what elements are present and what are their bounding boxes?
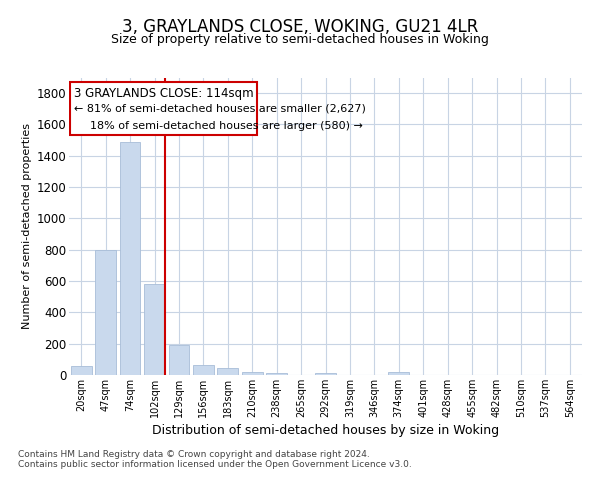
Text: ← 81% of semi-detached houses are smaller (2,627): ← 81% of semi-detached houses are smalle…: [74, 104, 366, 114]
Bar: [169, 345, 190, 375]
Text: 3 GRAYLANDS CLOSE: 114sqm: 3 GRAYLANDS CLOSE: 114sqm: [74, 87, 253, 100]
Text: Size of property relative to semi-detached houses in Woking: Size of property relative to semi-detach…: [111, 32, 489, 46]
Bar: [266, 373, 287, 375]
Y-axis label: Number of semi-detached properties: Number of semi-detached properties: [22, 123, 32, 329]
FancyBboxPatch shape: [70, 82, 257, 134]
Bar: [71, 366, 92, 375]
Text: 3, GRAYLANDS CLOSE, WOKING, GU21 4LR: 3, GRAYLANDS CLOSE, WOKING, GU21 4LR: [122, 18, 478, 36]
Bar: [119, 142, 140, 375]
Bar: [388, 372, 409, 375]
Bar: [144, 284, 165, 375]
Bar: [242, 372, 263, 375]
Text: Contains HM Land Registry data © Crown copyright and database right 2024.
Contai: Contains HM Land Registry data © Crown c…: [18, 450, 412, 469]
X-axis label: Distribution of semi-detached houses by size in Woking: Distribution of semi-detached houses by …: [152, 424, 499, 437]
Bar: [193, 365, 214, 375]
Bar: [95, 250, 116, 375]
Bar: [315, 373, 336, 375]
Text: 18% of semi-detached houses are larger (580) →: 18% of semi-detached houses are larger (…: [90, 120, 362, 130]
Bar: [217, 368, 238, 375]
